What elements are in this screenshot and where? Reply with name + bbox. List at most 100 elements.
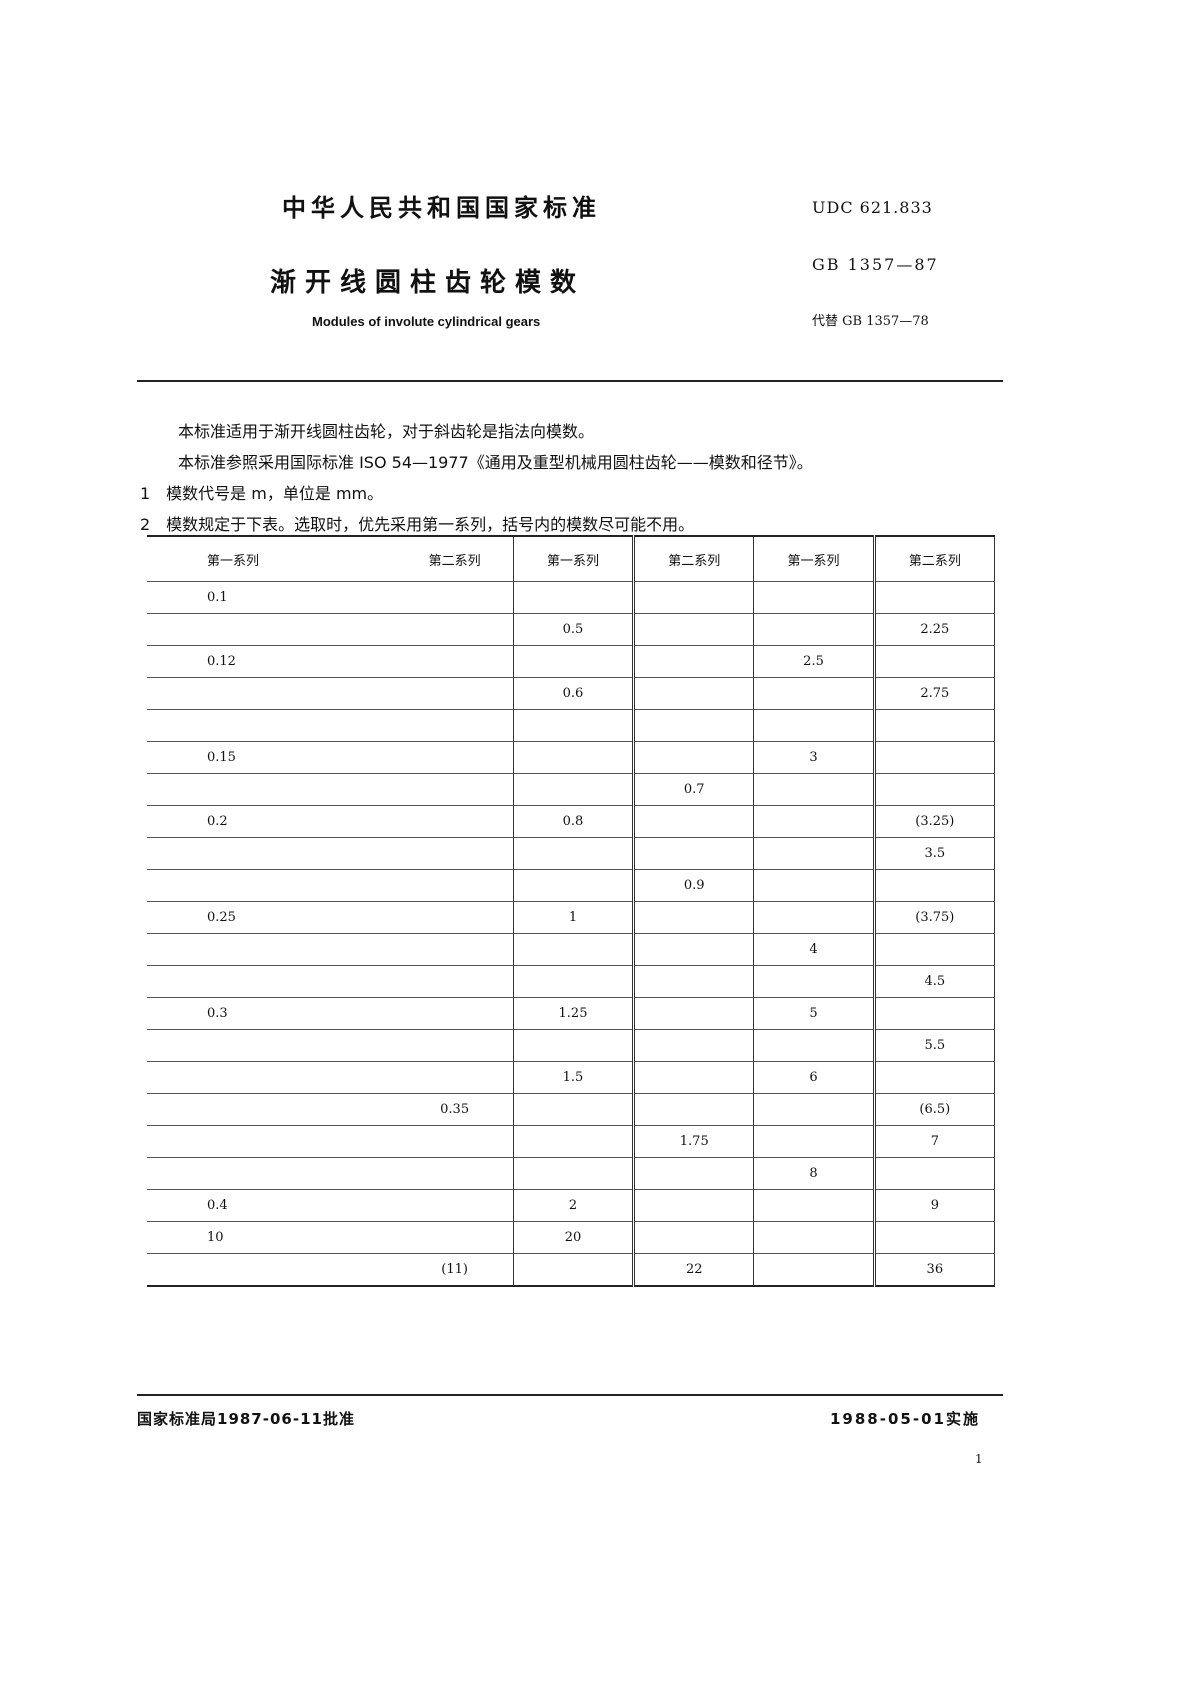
table-cell (874, 933, 996, 966)
table-row: 0.15 3 (147, 741, 996, 774)
table-cell: 5 (753, 997, 876, 1030)
table-cell: 0.9 (633, 869, 755, 902)
clause-2: 2 模数规定于下表。选取时，优先采用第一系列，括号内的模数尽可能不用。 (140, 515, 695, 534)
column-header: 第二系列 (396, 535, 514, 582)
table-cell (753, 1125, 876, 1158)
gb-code: GB 1357—87 (812, 255, 939, 274)
table-cell: 2.75 (874, 677, 996, 710)
table-cell: 0.25 (147, 901, 397, 934)
table-cell: 0.8 (513, 805, 636, 838)
table-cell (753, 1093, 876, 1126)
table-cell: 9 (874, 1189, 996, 1222)
table-cell: 1.25 (513, 997, 636, 1030)
column-header: 第二系列 (633, 535, 755, 582)
table-cell (396, 805, 514, 838)
table-cell (753, 1253, 876, 1287)
table-cell (396, 837, 514, 870)
table-cell: 1 (513, 901, 636, 934)
table-row (147, 709, 996, 742)
table-row: 0.5 2.25 (147, 613, 996, 646)
table-cell (753, 709, 876, 742)
table-cell (753, 773, 876, 806)
table-cell: 3.5 (874, 837, 996, 870)
table-cell: 0.2 (147, 805, 397, 838)
table-cell (874, 645, 996, 678)
table-cell (513, 741, 636, 774)
udc-code: UDC 621.833 (812, 198, 933, 217)
table-row: 0.35 (6.5) (147, 1093, 996, 1126)
table-row: 0.6 2.75 (147, 677, 996, 710)
table-cell (396, 773, 514, 806)
table-cell (147, 677, 397, 710)
table-cell (396, 1061, 514, 1094)
approval-date: 国家标准局1987-06-11批准 (137, 1410, 355, 1428)
table-cell (396, 1221, 514, 1254)
table-cell: 0.4 (147, 1189, 397, 1222)
table-cell (396, 933, 514, 966)
table-cell: 10 (147, 1221, 397, 1254)
table-cell (753, 1189, 876, 1222)
table-cell (147, 869, 397, 902)
table-cell (513, 837, 636, 870)
column-header: 第一系列 (147, 535, 397, 582)
table-cell (633, 1093, 755, 1126)
table-cell (396, 997, 514, 1030)
table-cell (147, 1061, 397, 1094)
table-cell (513, 1253, 636, 1287)
implementation-date: 1988-05-01实施 (830, 1410, 980, 1428)
table-cell (633, 1189, 755, 1222)
table-cell (513, 581, 636, 614)
table-cell (513, 933, 636, 966)
table-row: 8 (147, 1157, 996, 1190)
table-cell (633, 1221, 755, 1254)
table-cell (874, 773, 996, 806)
table-cell (396, 677, 514, 710)
table-cell (633, 581, 755, 614)
table-cell: 4 (753, 933, 876, 966)
table-cell (633, 1029, 755, 1062)
table-cell (753, 965, 876, 998)
table-cell (753, 869, 876, 902)
table-row: 0.9 (147, 869, 996, 902)
table-cell: 2.5 (753, 645, 876, 678)
table-cell (753, 805, 876, 838)
header-divider (137, 380, 1003, 382)
table-cell: 0.12 (147, 645, 397, 678)
table-row: (11) 22 36 (147, 1253, 996, 1287)
table-row: 4.5 (147, 965, 996, 998)
table-cell (513, 709, 636, 742)
table-cell (633, 1157, 755, 1190)
table-cell (633, 613, 755, 646)
table-cell (147, 773, 397, 806)
table-cell (633, 645, 755, 678)
table-cell (633, 741, 755, 774)
table-cell (633, 805, 755, 838)
table-cell: 3 (753, 741, 876, 774)
table-cell: (11) (396, 1253, 514, 1287)
table-cell (874, 1157, 996, 1190)
document-title-en: Modules of involute cylindrical gears (312, 314, 541, 329)
table-cell (396, 741, 514, 774)
table-cell (396, 1157, 514, 1190)
table-cell: 8 (753, 1157, 876, 1190)
table-cell (147, 1029, 397, 1062)
table-cell: 0.1 (147, 581, 397, 614)
table-cell (513, 645, 636, 678)
table-cell (753, 1221, 876, 1254)
table-row: 3.5 (147, 837, 996, 870)
table-row: 0.12 2.5 (147, 645, 996, 678)
clause-1: 1 模数代号是 m，单位是 mm。 (140, 484, 384, 503)
table-cell (396, 1189, 514, 1222)
table-cell (633, 677, 755, 710)
table-cell: 4.5 (874, 965, 996, 998)
table-cell (396, 613, 514, 646)
table-row: 0.1 (147, 581, 996, 614)
table-row: 10 20 (147, 1221, 996, 1254)
table-cell (396, 869, 514, 902)
modules-table: 第一系列 第二系列 第一系列 第二系列 第一系列 第二系列 0.1 0.5 2.25 0.12 2… (147, 535, 996, 1287)
table-cell: (3.75) (874, 901, 996, 934)
table-cell (396, 1029, 514, 1062)
table-row: 4 (147, 933, 996, 966)
footer-divider (137, 1394, 1003, 1396)
table-cell (147, 965, 397, 998)
